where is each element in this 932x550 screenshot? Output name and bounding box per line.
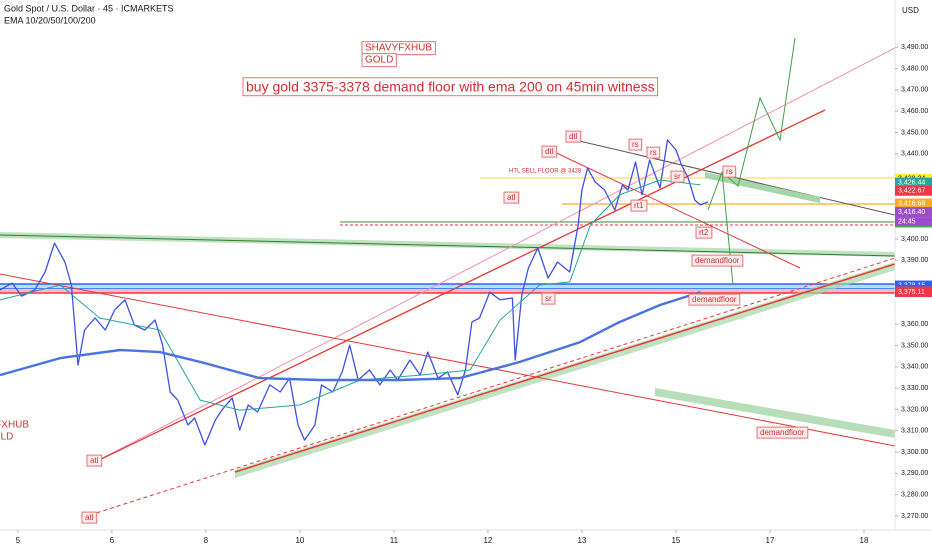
annotation: demandfloor bbox=[692, 295, 737, 304]
y-tick-label: 3,290.00 bbox=[901, 470, 928, 477]
annotation-box bbox=[756, 426, 809, 439]
y-tick-label: 3,270.00 bbox=[901, 513, 928, 520]
y-axis-label: USD bbox=[902, 6, 919, 15]
price-tag-label: 3,416.40 bbox=[898, 209, 925, 216]
y-tick-label: 3,320.00 bbox=[901, 406, 928, 413]
annotation-box bbox=[541, 145, 558, 158]
annotation: atl bbox=[85, 513, 94, 522]
annotation-box bbox=[630, 199, 648, 212]
annotation-box bbox=[81, 511, 98, 524]
annotation: buy gold 3375-3378 demand floor with ema… bbox=[246, 79, 655, 95]
x-tick-label: 18 bbox=[860, 536, 869, 545]
annotation: atl bbox=[507, 193, 516, 202]
annotation-box bbox=[86, 454, 103, 467]
annotation: rt1 bbox=[634, 201, 644, 210]
annotation-box bbox=[688, 293, 741, 306]
price-tag-label: 3,375.11 bbox=[898, 289, 925, 296]
annotation: HTL SELL FLOOR @ 3428 bbox=[509, 169, 582, 175]
annotation-box bbox=[722, 165, 737, 178]
y-tick-label: 3,340.00 bbox=[901, 364, 928, 371]
y-tick-label: 3,280.00 bbox=[901, 491, 928, 498]
price-tag bbox=[895, 177, 932, 188]
x-tick-label: 13 bbox=[577, 536, 586, 545]
x-tick-label: 5 bbox=[16, 536, 21, 545]
annotation: GOLD bbox=[365, 55, 393, 66]
y-tick-label: 3,300.00 bbox=[901, 449, 928, 456]
annotation: dtl bbox=[545, 147, 554, 156]
annotation: atl bbox=[90, 456, 99, 465]
price-tag-label: 3,422.67 bbox=[898, 188, 925, 195]
price-line bbox=[0, 179, 701, 411]
annotation: demandfloor bbox=[695, 256, 740, 265]
annotation-box bbox=[670, 170, 685, 183]
y-tick-label: 3,460.00 bbox=[901, 108, 928, 115]
annotation-box bbox=[503, 191, 520, 204]
annotation: rs bbox=[632, 140, 639, 149]
price-line bbox=[0, 139, 709, 446]
annotation-box bbox=[541, 292, 556, 305]
x-tick-label: 17 bbox=[766, 536, 775, 545]
price-tag bbox=[895, 198, 932, 209]
annotation: rt2 bbox=[699, 228, 709, 237]
y-tick-label: 3,470.00 bbox=[901, 87, 928, 94]
price-tag bbox=[895, 207, 932, 218]
x-tick-label: 11 bbox=[390, 536, 399, 545]
x-tick-label: 8 bbox=[204, 536, 209, 545]
annotation-box bbox=[361, 41, 436, 56]
annotation: GOLD bbox=[0, 432, 13, 443]
annotation: demandfloor bbox=[760, 428, 805, 437]
annotation-box bbox=[691, 254, 744, 267]
indicator-label: EMA 10/20/50/100/200 bbox=[4, 15, 96, 25]
y-tick-label: 3,390.00 bbox=[901, 257, 928, 264]
price-tag-label: 3,416.68 bbox=[898, 200, 925, 207]
y-tick-label: 3,310.00 bbox=[901, 428, 928, 435]
price-line bbox=[0, 290, 701, 382]
annotation: rs bbox=[726, 167, 733, 176]
annotation-box bbox=[242, 77, 659, 97]
annotation-box bbox=[646, 146, 661, 159]
annotation: sr bbox=[674, 172, 681, 181]
annotation: sr bbox=[545, 294, 552, 303]
x-tick-label: 10 bbox=[295, 536, 304, 545]
y-tick-label: 3,350.00 bbox=[901, 342, 928, 349]
x-tick-label: 15 bbox=[671, 536, 680, 545]
annotation-box bbox=[695, 226, 713, 239]
y-tick-label: 3,330.00 bbox=[901, 385, 928, 392]
chart-title: Gold Spot / U.S. Dollar · 45 · ICMARKETS bbox=[4, 3, 174, 13]
annotation: dtl bbox=[569, 132, 578, 141]
x-tick-label: 6 bbox=[110, 536, 115, 545]
y-tick-label: 3,440.00 bbox=[901, 151, 928, 158]
x-tick-label: 12 bbox=[483, 536, 492, 545]
annotation: rs bbox=[650, 148, 657, 157]
y-tick-label: 3,480.00 bbox=[901, 65, 928, 72]
annotation-box bbox=[565, 130, 582, 143]
countdown: 24:45 bbox=[898, 218, 916, 225]
y-tick-label: 3,400.00 bbox=[901, 236, 928, 243]
price-tag bbox=[895, 287, 932, 298]
price-tag-label: 3,426.44 bbox=[898, 180, 925, 187]
drawings bbox=[0, 37, 895, 516]
annotation-box bbox=[628, 138, 643, 151]
annotation: SHAVYFXHUB bbox=[0, 420, 29, 431]
annotation: SHAVYFXHUB bbox=[365, 43, 432, 54]
annotation-box bbox=[361, 53, 397, 68]
countdown-box bbox=[895, 217, 932, 227]
y-tick-label: 3,360.00 bbox=[901, 321, 928, 328]
y-tick-label: 3,490.00 bbox=[901, 44, 928, 51]
y-tick-label: 3,450.00 bbox=[901, 129, 928, 136]
price-tag bbox=[895, 185, 932, 196]
